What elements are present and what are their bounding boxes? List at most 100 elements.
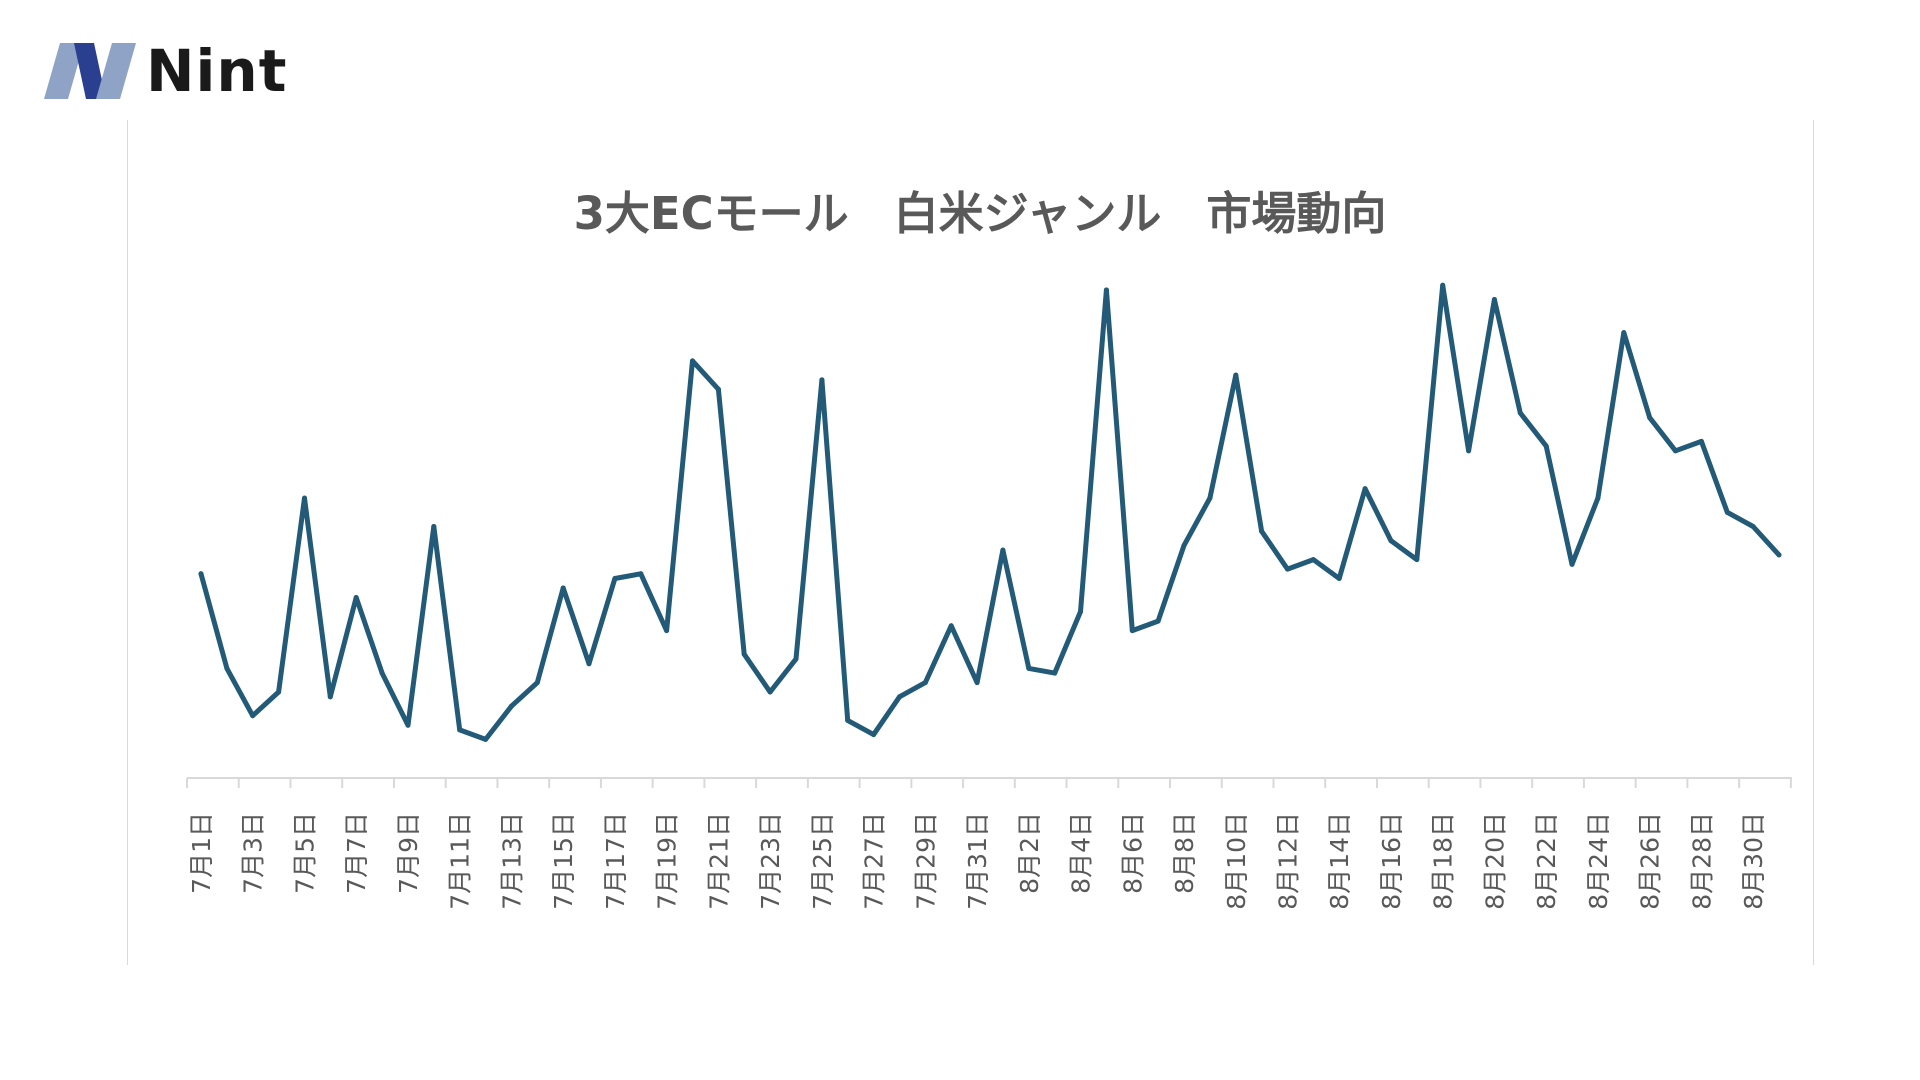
data-point — [1103, 287, 1109, 293]
data-point — [1207, 495, 1213, 501]
x-tick-label: 7月19日 — [653, 812, 682, 910]
data-point — [586, 661, 592, 667]
data-point — [1310, 557, 1316, 563]
data-point — [1155, 618, 1161, 624]
data-point — [741, 651, 747, 657]
x-tick-label: 7月7日 — [342, 812, 371, 894]
x-tick-label: 7月31日 — [963, 812, 992, 910]
data-point — [1026, 665, 1032, 671]
data-point — [793, 656, 799, 662]
data-point — [560, 585, 566, 591]
x-tick-label: 8月18日 — [1429, 812, 1458, 910]
nint-logo-icon — [44, 43, 136, 99]
data-point — [922, 680, 928, 686]
data-point — [1000, 547, 1006, 553]
data-point — [1259, 528, 1265, 534]
series-line — [198, 282, 1782, 742]
x-tick-label: 7月23日 — [756, 812, 785, 910]
data-point — [224, 665, 230, 671]
x-tick-label: 7月3日 — [239, 812, 268, 894]
data-point — [1414, 557, 1420, 563]
x-tick-label: 7月9日 — [394, 812, 423, 894]
data-point — [1440, 282, 1446, 288]
x-tick-label: 8月30日 — [1739, 812, 1768, 910]
data-point — [1466, 448, 1472, 454]
tick-label-layer: 7月1日 7月3日 7月5日 7月7日 7月9日 7月11日 7月13日 7月15日 7月17日… — [187, 812, 1768, 910]
data-point — [819, 377, 825, 383]
data-point — [845, 717, 851, 723]
data-point — [534, 680, 540, 686]
data-point — [1078, 609, 1083, 615]
data-point — [612, 576, 618, 581]
data-point — [767, 689, 773, 695]
data-point — [1233, 372, 1239, 378]
data-point — [353, 595, 359, 600]
series-layer — [198, 282, 1782, 742]
data-point — [1673, 448, 1678, 454]
data-point — [1052, 670, 1058, 676]
data-point — [1388, 538, 1394, 544]
x-tick-label: 8月22日 — [1532, 812, 1561, 910]
x-tick-label: 7月21日 — [704, 812, 733, 910]
brand-logo: Nint — [44, 40, 287, 102]
x-tick-label: 8月8日 — [1170, 812, 1199, 894]
data-point — [1698, 438, 1704, 444]
brand-name: Nint — [146, 37, 288, 105]
x-tick-label: 7月13日 — [497, 812, 526, 910]
chart-frame — [127, 120, 1814, 965]
data-point — [1285, 566, 1290, 572]
x-tick-label: 8月24日 — [1584, 812, 1613, 910]
x-tick-label: 8月20日 — [1480, 812, 1509, 910]
data-point — [1362, 486, 1368, 492]
data-point — [431, 524, 437, 529]
data-point — [897, 694, 902, 700]
chart-title: 3大ECモール 白米ジャンル 市場動向 — [573, 187, 1387, 240]
data-point — [871, 732, 877, 738]
x-tick-label: 7月17日 — [601, 812, 630, 910]
data-point — [638, 571, 644, 577]
data-point — [379, 670, 385, 676]
logo-dark-stripe — [74, 43, 106, 99]
x-tick-label: 8月14日 — [1325, 812, 1354, 910]
x-axis — [186, 777, 1792, 788]
data-point — [327, 694, 333, 700]
data-point — [1621, 330, 1627, 336]
x-tick-label: 8月2日 — [1015, 812, 1044, 894]
x-tick-label: 7月15日 — [549, 812, 578, 910]
data-point — [508, 703, 514, 709]
data-point — [276, 689, 282, 695]
data-point — [1776, 552, 1782, 558]
data-point — [690, 358, 695, 364]
x-tick-label: 8月12日 — [1274, 812, 1303, 910]
data-point — [974, 680, 980, 686]
data-point — [715, 386, 721, 392]
data-point — [1517, 410, 1523, 416]
data-point — [1647, 415, 1653, 421]
x-tick-label: 8月4日 — [1067, 812, 1096, 894]
data-point — [250, 713, 256, 719]
data-point — [1724, 509, 1730, 515]
logo-light-stripe-2 — [96, 43, 136, 99]
data-point — [1181, 542, 1187, 548]
x-tick-label: 7月5日 — [291, 812, 320, 894]
data-point — [1750, 524, 1756, 529]
data-point — [1336, 576, 1342, 581]
x-tick-label: 8月28日 — [1687, 812, 1716, 910]
x-tick-label: 8月10日 — [1222, 812, 1251, 910]
data-point — [1543, 443, 1549, 449]
x-tick-label: 8月16日 — [1377, 812, 1406, 910]
data-point — [457, 727, 463, 733]
data-point — [664, 628, 670, 634]
logo-light-stripe — [44, 43, 84, 99]
x-tick-label: 7月29日 — [911, 812, 940, 910]
data-point — [483, 736, 489, 742]
x-tick-label: 8月26日 — [1636, 812, 1665, 910]
data-point — [948, 623, 954, 629]
data-point — [198, 571, 204, 577]
x-tick-label: 7月27日 — [860, 812, 889, 910]
x-tick-label: 7月11日 — [446, 812, 475, 910]
data-point — [1569, 561, 1575, 567]
data-point — [302, 495, 307, 501]
point-layer — [198, 282, 1782, 742]
